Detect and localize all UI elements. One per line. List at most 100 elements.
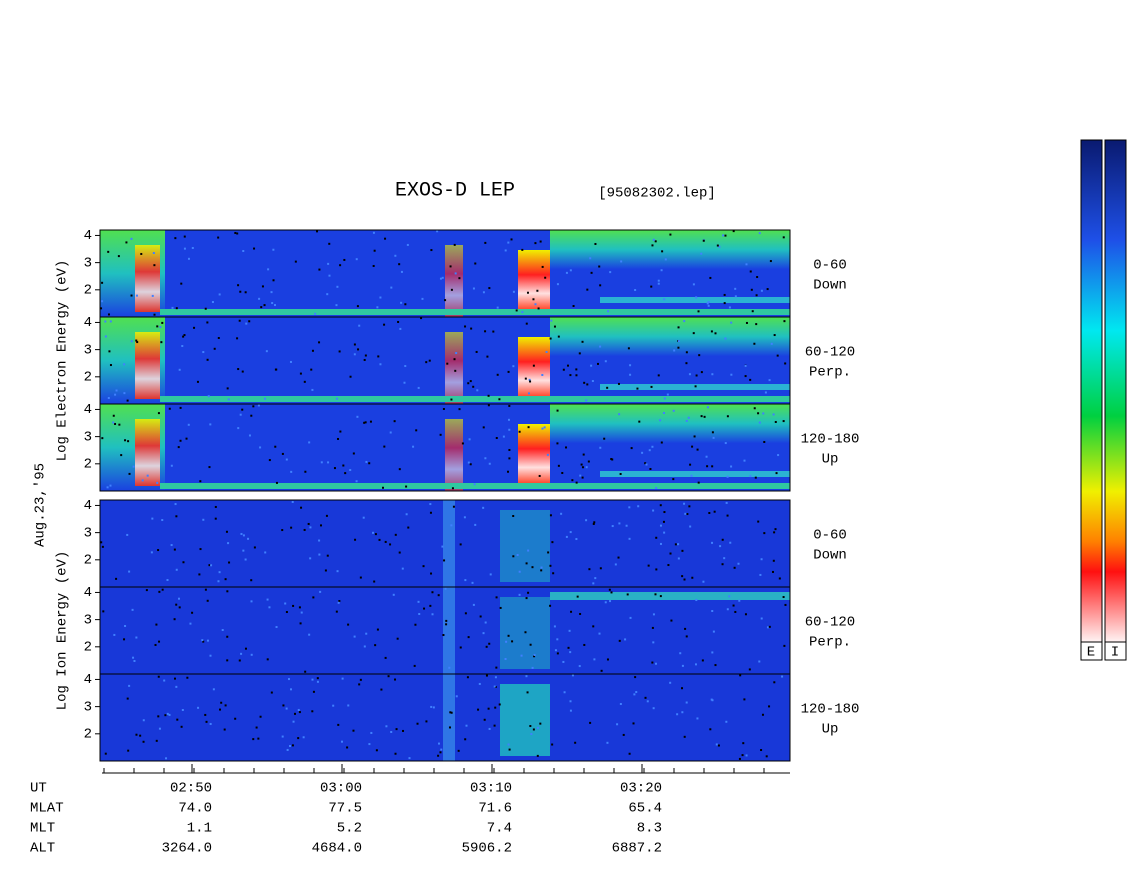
spectrogram-speckle bbox=[467, 382, 470, 385]
spectrogram-speckle bbox=[487, 404, 490, 407]
spectrogram-speckle bbox=[237, 368, 240, 371]
spectrogram-speckle bbox=[286, 748, 289, 751]
spectrogram-speckle bbox=[340, 740, 343, 743]
spectrogram-speckle bbox=[616, 723, 619, 726]
spectrogram-speckle bbox=[644, 462, 647, 465]
spectrogram-speckle bbox=[412, 445, 415, 448]
spectrogram-speckle bbox=[128, 472, 131, 475]
spectrogram-speckle bbox=[180, 725, 183, 728]
panel-sublabel: Perp. bbox=[809, 365, 851, 381]
spectrogram-speckle bbox=[374, 644, 377, 647]
spectrogram-speckle bbox=[151, 294, 154, 297]
spectrogram-speckle bbox=[508, 448, 511, 451]
spectrogram-speckle bbox=[739, 674, 742, 677]
spectrogram-speckle bbox=[520, 654, 523, 657]
spectrogram-speckle bbox=[721, 538, 724, 541]
row-value: 03:00 bbox=[320, 781, 362, 797]
spectrogram-speckle bbox=[758, 660, 761, 663]
spectrogram-speckle bbox=[651, 626, 654, 629]
spectrogram-speckle bbox=[455, 695, 458, 698]
spectrogram-speckle bbox=[153, 264, 156, 267]
spectrogram-speckle bbox=[450, 398, 453, 401]
spectrogram-speckle bbox=[132, 656, 135, 659]
spectrogram-speckle bbox=[725, 501, 728, 504]
spectrogram-speckle bbox=[384, 656, 387, 659]
spectrogram-speckle bbox=[579, 474, 582, 477]
spectrogram-speckle bbox=[478, 682, 481, 685]
spectrogram-speckle bbox=[581, 476, 584, 479]
spectrogram-speckle bbox=[445, 623, 448, 626]
spectrogram-speckle bbox=[180, 282, 183, 285]
spectrogram-speckle bbox=[261, 285, 264, 288]
spectrogram-speckle bbox=[160, 341, 163, 344]
spectrogram-speckle bbox=[709, 728, 712, 731]
spectrogram-speckle bbox=[445, 619, 448, 622]
spectrogram-speckle bbox=[352, 452, 355, 455]
spectrogram-speckle bbox=[695, 296, 698, 299]
spectrogram-speckle bbox=[756, 276, 759, 279]
spectrogram-speckle bbox=[454, 272, 457, 275]
row-value: 1.1 bbox=[187, 821, 212, 837]
spectrogram-speckle bbox=[518, 593, 521, 596]
spectrogram-speckle bbox=[505, 640, 508, 643]
spectrogram-speckle bbox=[677, 346, 680, 349]
spectrogram-speckle bbox=[206, 639, 209, 642]
spectrogram-speckle bbox=[264, 397, 267, 400]
spectrogram-speckle bbox=[494, 676, 497, 679]
row-value: 65.4 bbox=[628, 801, 662, 817]
spectrogram-speckle bbox=[496, 306, 499, 309]
spectrogram-speckle bbox=[405, 485, 408, 488]
y-tick-label: 2 bbox=[84, 640, 92, 656]
spectrogram-speckle bbox=[693, 435, 696, 438]
row-label: UT bbox=[30, 781, 47, 797]
spectrogram-speckle bbox=[157, 412, 160, 415]
spectrogram-speckle bbox=[545, 350, 548, 353]
spectrogram-speckle bbox=[338, 600, 341, 603]
spectrogram-speckle bbox=[749, 270, 752, 273]
spectrogram-speckle bbox=[763, 532, 766, 535]
spectrogram-speckle bbox=[608, 588, 611, 591]
spectrogram-speckle bbox=[431, 591, 434, 594]
spectrogram-speckle bbox=[745, 263, 748, 266]
spectrogram-speckle bbox=[730, 373, 733, 376]
spectrogram-speckle bbox=[715, 743, 718, 746]
spectrogram-speckle bbox=[512, 515, 515, 518]
spectrogram-speckle bbox=[128, 684, 131, 687]
spectrogram-speckle bbox=[365, 460, 368, 463]
spectrogram-speckle bbox=[652, 238, 655, 241]
spectrogram-speckle bbox=[529, 380, 532, 383]
spectrogram-speckle bbox=[107, 397, 110, 400]
spectrogram-speckle bbox=[304, 470, 307, 473]
spectrogram-speckle bbox=[240, 652, 243, 655]
spectrogram-speckle bbox=[760, 749, 763, 752]
spectrogram-speckle bbox=[726, 514, 729, 517]
spectrogram-speckle bbox=[364, 421, 367, 424]
spectrogram-speckle bbox=[569, 651, 572, 654]
spectrogram-speckle bbox=[660, 441, 663, 444]
spectrogram-speckle bbox=[769, 260, 772, 263]
spectrogram-speckle bbox=[733, 566, 736, 569]
spectrogram-speckle bbox=[437, 754, 440, 757]
spectrogram-speckle bbox=[692, 283, 695, 286]
spectrogram-speckle bbox=[311, 710, 314, 713]
spectrogram-speckle bbox=[245, 322, 248, 325]
spectrogram-speckle bbox=[363, 421, 366, 424]
spectrogram-speckle bbox=[344, 472, 347, 475]
spectrogram-speckle bbox=[546, 453, 549, 456]
spectrogram-speckle bbox=[648, 449, 651, 452]
spectrogram-speckle bbox=[202, 640, 205, 643]
row-value: 02:50 bbox=[170, 781, 212, 797]
spectrogram-speckle bbox=[228, 561, 231, 564]
spectrogram-speckle bbox=[299, 372, 302, 375]
spectrogram-speckle bbox=[684, 627, 687, 630]
spectrogram-speckle bbox=[589, 257, 592, 260]
spectrogram-speckle bbox=[512, 365, 515, 368]
spectrogram-speckle bbox=[150, 551, 153, 554]
colorbar-label-box bbox=[1080, 641, 1103, 661]
colorbar-label-box bbox=[1104, 641, 1127, 661]
spectrogram-speckle bbox=[666, 393, 669, 396]
spectrogram-speckle bbox=[289, 360, 292, 363]
spectrogram-speckle bbox=[362, 516, 365, 519]
spectrogram-speckle bbox=[677, 340, 680, 343]
spectrogram-speckle bbox=[690, 474, 693, 477]
